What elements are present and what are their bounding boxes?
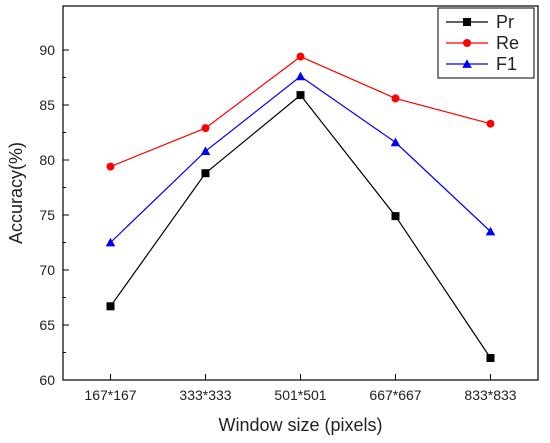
data-point xyxy=(105,237,116,247)
data-point xyxy=(486,354,495,362)
data-point xyxy=(463,18,471,26)
data-point xyxy=(390,137,401,147)
data-point xyxy=(462,59,472,68)
data-point xyxy=(391,94,400,103)
y-tick-label: 85 xyxy=(39,97,55,113)
data-point xyxy=(200,146,211,156)
data-point xyxy=(296,52,305,61)
y-tick-label: 80 xyxy=(39,152,55,168)
data-point xyxy=(201,169,210,178)
series-pr xyxy=(106,91,495,362)
data-point xyxy=(295,71,306,81)
series-line xyxy=(110,75,491,243)
data-point xyxy=(463,39,471,47)
legend-label: Re xyxy=(496,33,519,53)
y-tick-label: 65 xyxy=(39,317,55,333)
data-point xyxy=(106,302,115,311)
legend-item-re: Re xyxy=(446,33,519,53)
x-tick-label: 501*501 xyxy=(274,387,326,403)
legend-item-pr: Pr xyxy=(446,12,514,32)
data-point xyxy=(486,119,495,128)
legend-label: Pr xyxy=(496,12,514,32)
legend-item-f1: F1 xyxy=(446,54,517,74)
series-layer xyxy=(105,52,496,362)
x-tick-label: 667*667 xyxy=(369,387,421,403)
y-axis: 60 65 70 75 80 85 90 xyxy=(39,42,69,388)
data-point xyxy=(201,124,210,133)
series-f1 xyxy=(105,71,496,247)
y-axis-title: Accuracy(%) xyxy=(6,142,26,244)
x-tick-label: 167*167 xyxy=(84,387,136,403)
series-line xyxy=(110,94,491,359)
y-tick-label: 70 xyxy=(39,262,55,278)
x-tick-label: 333*333 xyxy=(179,387,231,403)
x-tick-label: 833*833 xyxy=(464,387,516,403)
legend-label: F1 xyxy=(496,54,517,74)
y-tick-label: 90 xyxy=(39,42,55,58)
data-point xyxy=(485,226,496,236)
x-axis-title: Window size (pixels) xyxy=(218,415,382,435)
y-tick-label: 75 xyxy=(39,207,55,223)
data-point xyxy=(106,162,115,171)
data-point xyxy=(391,212,400,221)
x-axis: 167*167 333*333 501*501 667*667 833*833 xyxy=(84,374,517,403)
data-point xyxy=(296,91,305,100)
y-tick-label: 60 xyxy=(39,372,55,388)
series-re xyxy=(106,52,495,171)
